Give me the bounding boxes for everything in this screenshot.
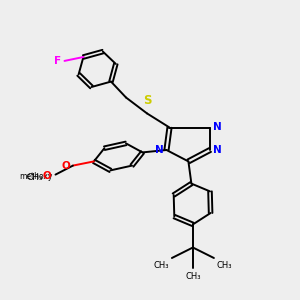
Text: CH₃: CH₃ [153,261,169,270]
Text: S: S [143,94,151,107]
Text: N: N [213,122,222,133]
Text: CH₃: CH₃ [185,272,201,281]
Text: F: F [54,56,61,66]
Text: CH₃: CH₃ [27,173,44,182]
Text: methoxy: methoxy [19,172,52,181]
Text: N: N [213,145,222,155]
Text: O: O [42,171,51,181]
Text: N: N [155,145,164,155]
Text: CH₃: CH₃ [217,261,233,270]
Text: O: O [62,160,70,171]
